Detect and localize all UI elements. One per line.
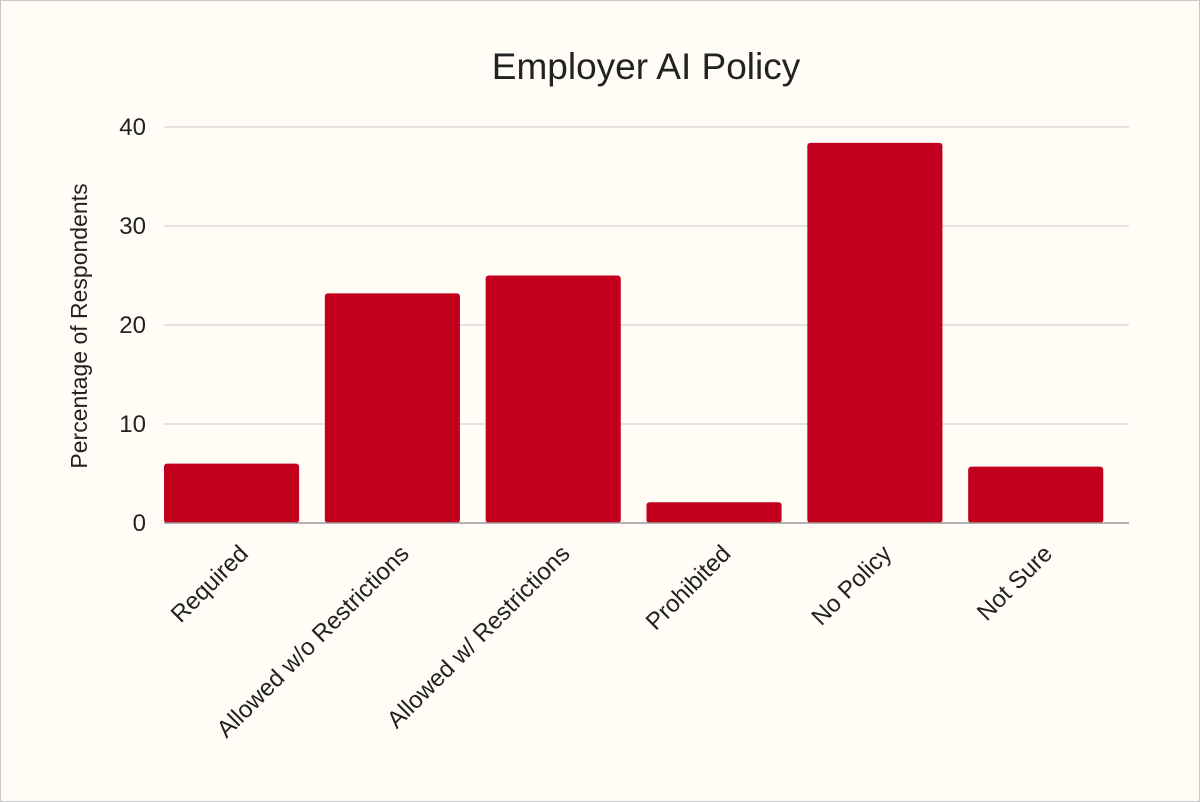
bar <box>646 502 782 523</box>
category-label: Not Sure <box>972 540 1058 626</box>
y-tick-label: 20 <box>119 312 146 339</box>
bar <box>807 142 943 523</box>
y-tick-label: 30 <box>119 213 146 240</box>
bars <box>164 142 1129 524</box>
bar <box>968 466 1104 523</box>
y-tick-label: 40 <box>119 114 146 141</box>
category-label: Required <box>166 540 254 628</box>
y-tick-labels: 0 10 20 30 40 <box>119 114 146 537</box>
category-label: Allowed w/ Restrictions <box>382 540 576 734</box>
chart-title: Employer AI Policy <box>492 46 801 87</box>
gridlines <box>164 126 1129 425</box>
y-tick-label: 10 <box>119 411 146 438</box>
bar <box>485 275 621 523</box>
bar <box>164 463 300 523</box>
y-tick-label: 0 <box>133 510 146 537</box>
bar <box>324 293 460 523</box>
category-label: No Policy <box>806 540 897 631</box>
category-label: Prohibited <box>641 540 737 636</box>
y-axis-label: Percentage of Respondents <box>66 183 92 468</box>
